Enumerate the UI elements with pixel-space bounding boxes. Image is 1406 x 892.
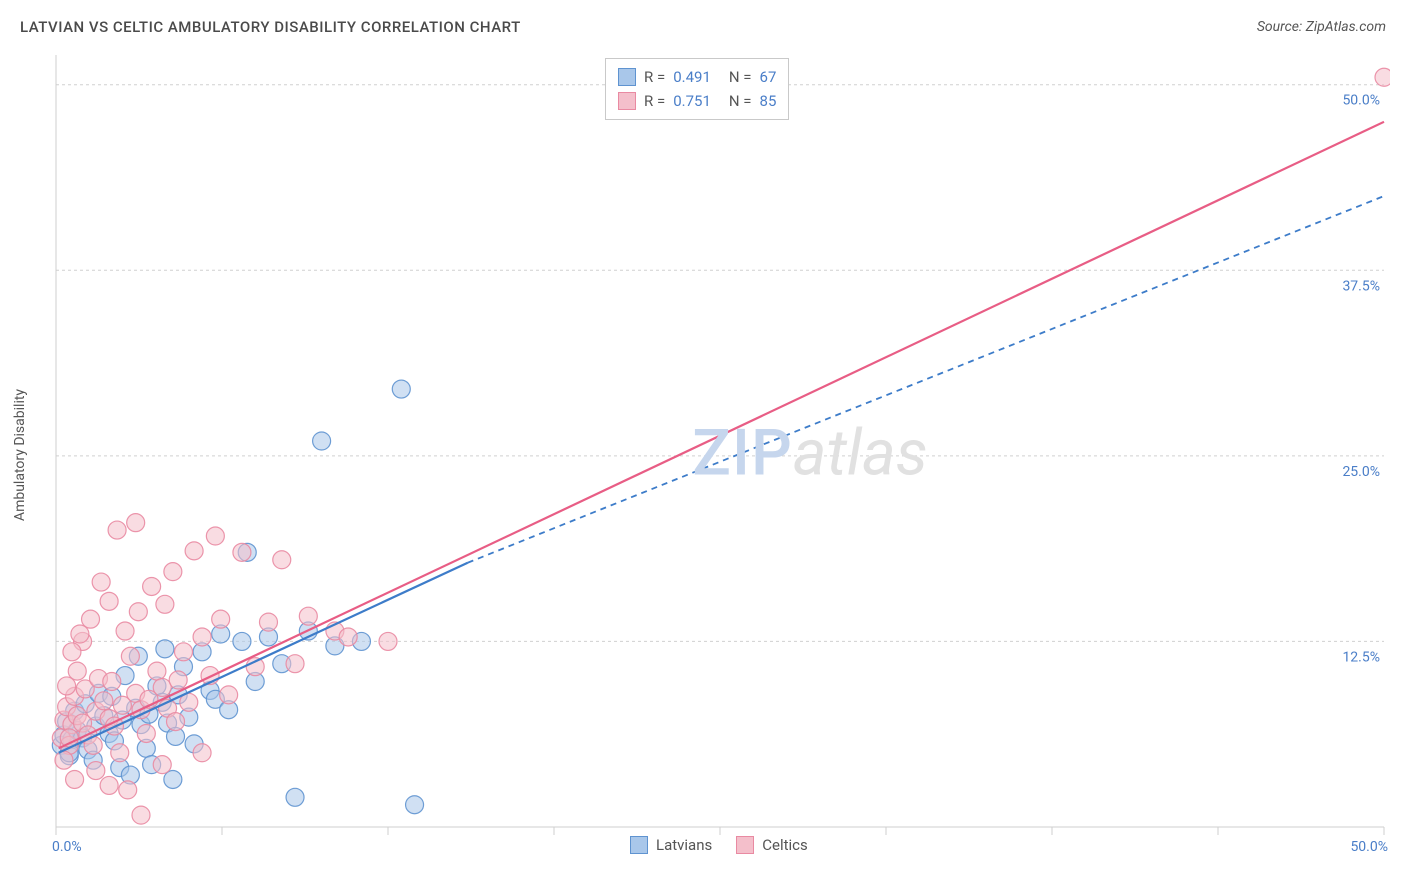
chart-title: LATVIAN VS CELTIC AMBULATORY DISABILITY … [20, 18, 521, 36]
data-point [169, 671, 187, 689]
data-point [63, 643, 81, 661]
trend-line [59, 122, 1384, 749]
data-point [116, 622, 134, 640]
legend: Latvians Celtics [630, 833, 808, 857]
stat-row: R = 0.491 N = 67 [618, 65, 776, 89]
stats-box: R = 0.491 N = 67 R = 0.751 N = 85 [605, 58, 789, 120]
data-point [103, 673, 121, 691]
data-point [100, 776, 118, 794]
data-point [132, 806, 150, 824]
data-point [92, 573, 110, 591]
data-point [379, 632, 397, 650]
data-point [1375, 68, 1390, 86]
data-point [259, 613, 277, 631]
stat-r-value: 0.491 [673, 68, 711, 86]
data-point [156, 640, 174, 658]
data-point [119, 781, 137, 799]
stat-row: R = 0.751 N = 85 [618, 89, 776, 113]
data-point [55, 751, 73, 769]
data-point [233, 543, 251, 561]
legend-label: Latvians [656, 836, 712, 854]
data-point [193, 744, 211, 762]
stat-n-label: N = [729, 68, 752, 86]
data-point [167, 713, 185, 731]
stat-r-label: R = [644, 92, 665, 110]
data-point [71, 625, 89, 643]
data-point [58, 677, 76, 695]
data-point [100, 592, 118, 610]
trend-line-dashed [468, 196, 1384, 563]
data-point [148, 662, 166, 680]
y-tick-label: 50.0% [1342, 93, 1380, 109]
legend-swatch [736, 836, 754, 854]
data-point [220, 686, 238, 704]
data-point [127, 514, 145, 532]
data-point [95, 692, 113, 710]
data-point [153, 756, 171, 774]
y-tick-label: 25.0% [1342, 464, 1380, 480]
data-point [392, 380, 410, 398]
trend-line [59, 563, 468, 753]
data-point [313, 432, 331, 450]
data-point [156, 595, 174, 613]
data-point [185, 542, 203, 560]
data-point [66, 770, 84, 788]
scatter-chart: 12.5% 25.0% 37.5% 50.0% 0.0% 50.0% [50, 55, 1390, 855]
data-point [193, 628, 211, 646]
legend-label: Celtics [762, 836, 808, 854]
data-point [406, 796, 424, 814]
y-tick-label: 12.5% [1342, 649, 1380, 665]
data-point [121, 647, 139, 665]
source-prefix: Source: [1257, 19, 1306, 35]
data-point [108, 521, 126, 539]
data-point [129, 603, 147, 621]
data-point [174, 643, 192, 661]
data-point [233, 632, 251, 650]
y-axis-title: Ambulatory Disability [12, 389, 28, 521]
data-point [212, 610, 230, 628]
stat-n-value: 85 [760, 92, 777, 110]
data-point [286, 655, 304, 673]
stat-n-label: N = [729, 92, 752, 110]
data-point [339, 628, 357, 646]
legend-item: Celtics [736, 833, 808, 857]
data-point [164, 563, 182, 581]
data-point [143, 577, 161, 595]
y-tick-label: 37.5% [1342, 278, 1380, 294]
x-tick-label: 0.0% [52, 839, 82, 855]
stat-r-label: R = [644, 68, 665, 86]
data-point [111, 744, 129, 762]
source-name: ZipAtlas.com [1306, 19, 1386, 35]
source-attribution: Source: ZipAtlas.com [1257, 19, 1386, 35]
data-point [206, 527, 224, 545]
legend-swatch [630, 836, 648, 854]
data-point [137, 724, 155, 742]
data-point [286, 788, 304, 806]
x-tick-label: 50.0% [1350, 839, 1388, 855]
data-point [299, 607, 317, 625]
data-point [87, 762, 105, 780]
stat-n-value: 67 [760, 68, 777, 86]
stat-swatch [618, 92, 636, 110]
chart-container: Ambulatory Disability 12.5%25.0%37.5%50.… [50, 55, 1390, 855]
stat-r-value: 0.751 [673, 92, 711, 110]
data-point [153, 678, 171, 696]
stat-swatch [618, 68, 636, 86]
data-point [273, 551, 291, 569]
legend-item: Latvians [630, 833, 712, 857]
